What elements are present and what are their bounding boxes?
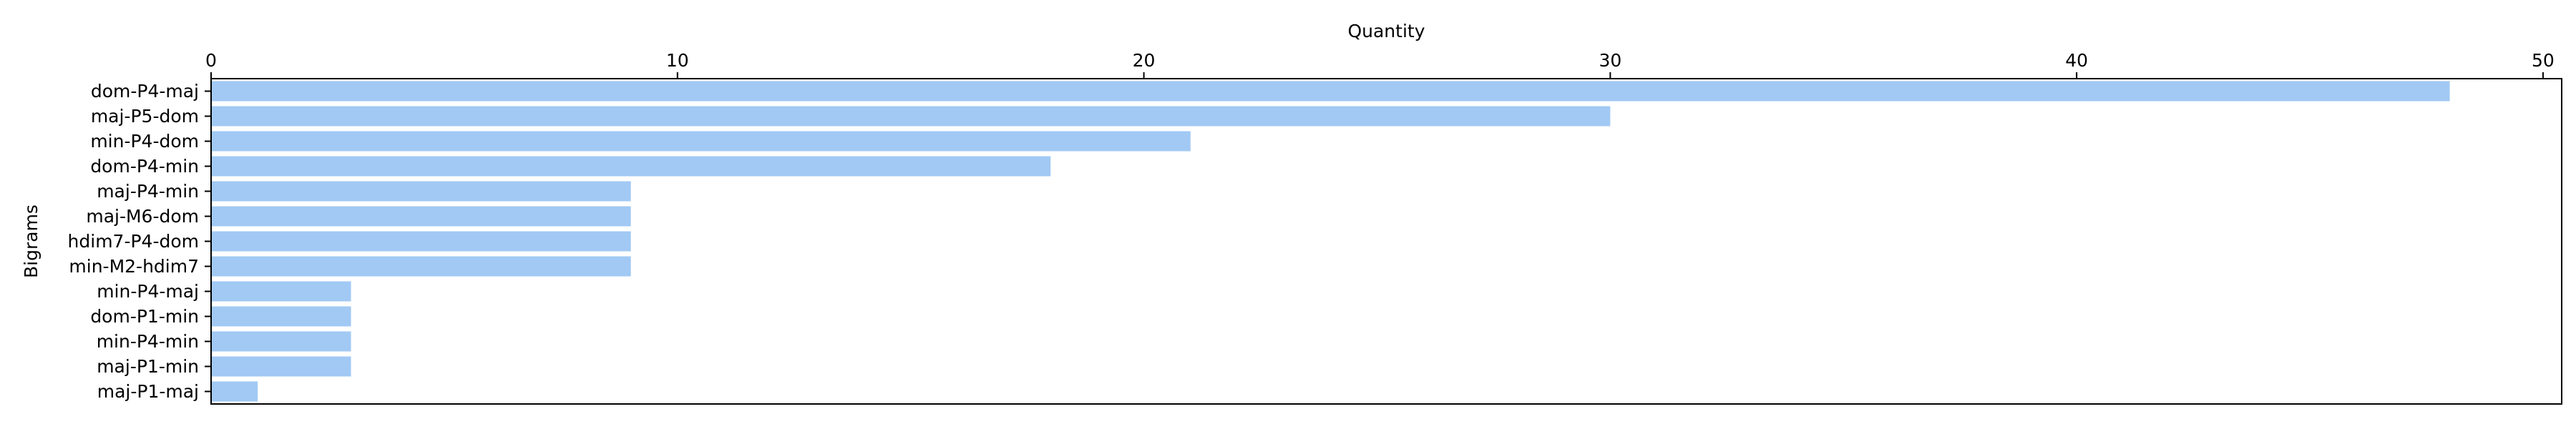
y-tick-label: maj-M6-dom [86,206,199,227]
x-axis-label: Quantity [1347,21,1425,41]
bar-maj-P4-min [211,181,631,202]
x-tick-label: 40 [2065,50,2088,71]
y-tick-label: dom-P1-min [90,306,199,327]
y-tick-label: dom-P4-maj [91,81,199,102]
y-tick-label: hdim7-P4-dom [68,231,199,252]
bar-maj-P1-maj [211,381,258,402]
x-tick-label: 20 [1133,50,1156,71]
y-tick-label: maj-P1-min [97,356,199,377]
x-tick-label: 10 [666,50,689,71]
bar-maj-P1-min [211,356,351,377]
y-axis-label: Bigrams [21,204,42,278]
bar-min-P4-maj [211,281,351,302]
y-axis-ticks: dom-P4-maj maj-P5-dom min-P4-dom dom-P4-min… [68,81,211,402]
bar-dom-P1-min [211,306,351,327]
y-tick-label: min-M2-hdim7 [69,256,199,277]
x-tick-label: 0 [205,50,217,71]
bar-maj-P5-dom [211,106,1611,127]
bar-hdim7-P4-dom [211,231,631,252]
bar-min-P4-dom [211,131,1191,152]
y-tick-label: maj-P5-dom [91,106,199,127]
x-axis-ticks: 0 10 20 30 40 50 [205,50,2555,79]
bar-min-M2-hdim7 [211,256,631,277]
bar-dom-P4-min [211,156,1051,177]
bar-maj-M6-dom [211,206,631,227]
bars-layer [211,81,2450,402]
y-tick-label: maj-P1-maj [97,381,199,402]
y-tick-label: dom-P4-min [90,156,199,177]
plot-frame [210,78,2562,405]
x-tick-label: 50 [2532,50,2555,71]
bar-min-P4-min [211,331,351,352]
y-tick-label: min-P4-dom [90,131,199,152]
y-tick-label: min-P4-min [97,331,199,352]
bar-dom-P4-maj [211,81,2450,102]
y-tick-label: maj-P4-min [97,181,199,202]
x-tick-label: 30 [1599,50,1621,71]
y-tick-label: min-P4-maj [97,281,199,302]
